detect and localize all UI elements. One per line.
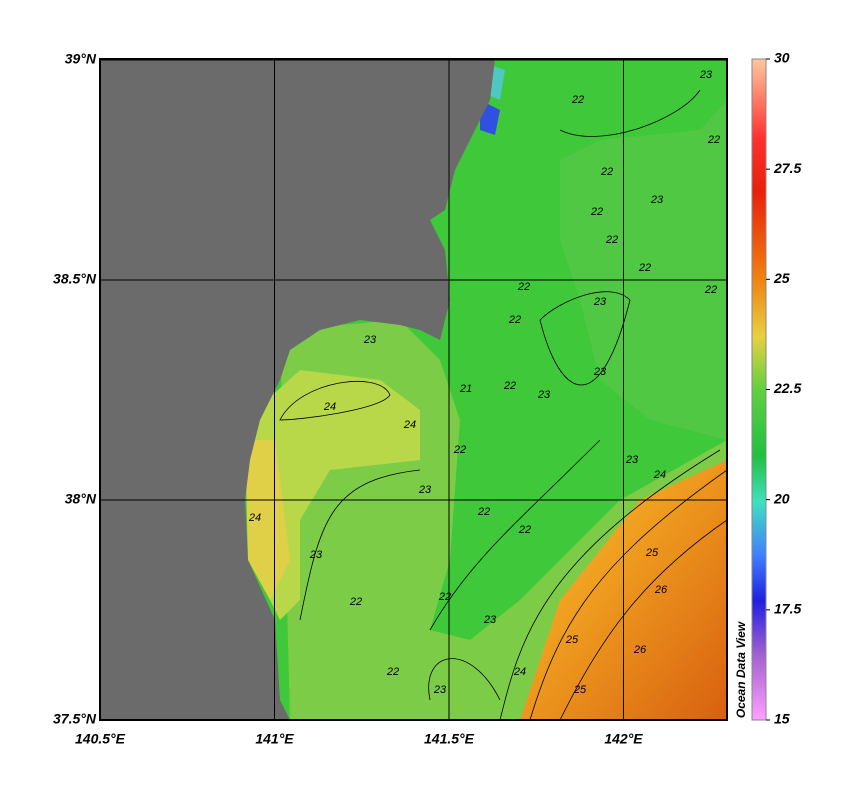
contour-label: 23 — [593, 366, 607, 378]
contour-label: 23 — [433, 684, 447, 696]
contour-label: 24 — [323, 401, 336, 413]
contour-label: 22 — [600, 166, 613, 178]
contour-label: 22 — [477, 506, 490, 518]
contour-label: 26 — [633, 644, 647, 656]
contour-label: 22 — [518, 524, 531, 536]
contour-label: 23 — [593, 296, 607, 308]
colorbar — [751, 58, 767, 721]
contour-label: 23 — [650, 194, 664, 206]
contour-label: 22 — [638, 262, 651, 274]
contour-label: 23 — [625, 454, 639, 466]
lat-tick-label: 38.5°N — [53, 271, 97, 287]
lon-tick-label: 142°E — [604, 731, 643, 747]
contour-label: 26 — [654, 584, 668, 596]
contour-label: 23 — [537, 389, 551, 401]
lon-tick-label: 141.5°E — [424, 731, 475, 747]
contour-label: 24 — [403, 419, 416, 431]
contour-label: 22 — [349, 596, 362, 608]
ocean-field — [100, 59, 727, 720]
contour-label: 22 — [386, 666, 399, 678]
colorbar-tick-label: 15 — [774, 711, 790, 727]
contour-label: 22 — [453, 444, 466, 456]
colorbar-tick-label: 27.5 — [773, 160, 801, 176]
colorbar-tick-label: 30 — [774, 50, 790, 66]
contour-label: 24 — [513, 666, 526, 678]
contour-label: 22 — [438, 591, 451, 603]
contour-label: 23 — [418, 484, 432, 496]
colorbar-tick-label: 25 — [773, 270, 790, 286]
contour-label: 25 — [645, 547, 659, 559]
lat-tick-label: 38°N — [65, 491, 97, 507]
contour-label: 24 — [653, 469, 666, 481]
contour-label: 23 — [483, 614, 497, 626]
lon-tick-label: 141°E — [255, 731, 294, 747]
colorbar-tick-label: 17.5 — [774, 601, 801, 617]
watermark: Ocean Data View — [734, 621, 748, 718]
contour-label: 23 — [363, 334, 377, 346]
contour-label: 22 — [571, 94, 584, 106]
lat-tick-label: 39°N — [65, 51, 97, 67]
contour-label: 22 — [605, 234, 618, 246]
contour-label: 22 — [590, 206, 603, 218]
contour-label: 25 — [573, 684, 587, 696]
colorbar-tick-label: 20 — [773, 490, 790, 506]
lat-tick-label: 37.5°N — [53, 711, 97, 727]
contour-label: 22 — [517, 281, 530, 293]
contour-label: 24 — [248, 512, 261, 524]
contour-label: 23 — [699, 69, 713, 81]
contour-label: 22 — [508, 314, 521, 326]
lon-tick-label: 140.5°E — [75, 731, 126, 747]
contour-label: 22 — [704, 284, 717, 296]
contour-label: 25 — [565, 634, 579, 646]
contour-label: 22 — [707, 134, 720, 146]
contour-label: 22 — [503, 380, 516, 392]
contour-label: 23 — [309, 549, 323, 561]
colorbar-tick-label: 22.5 — [773, 380, 801, 396]
contour-label: 21 — [459, 383, 472, 395]
